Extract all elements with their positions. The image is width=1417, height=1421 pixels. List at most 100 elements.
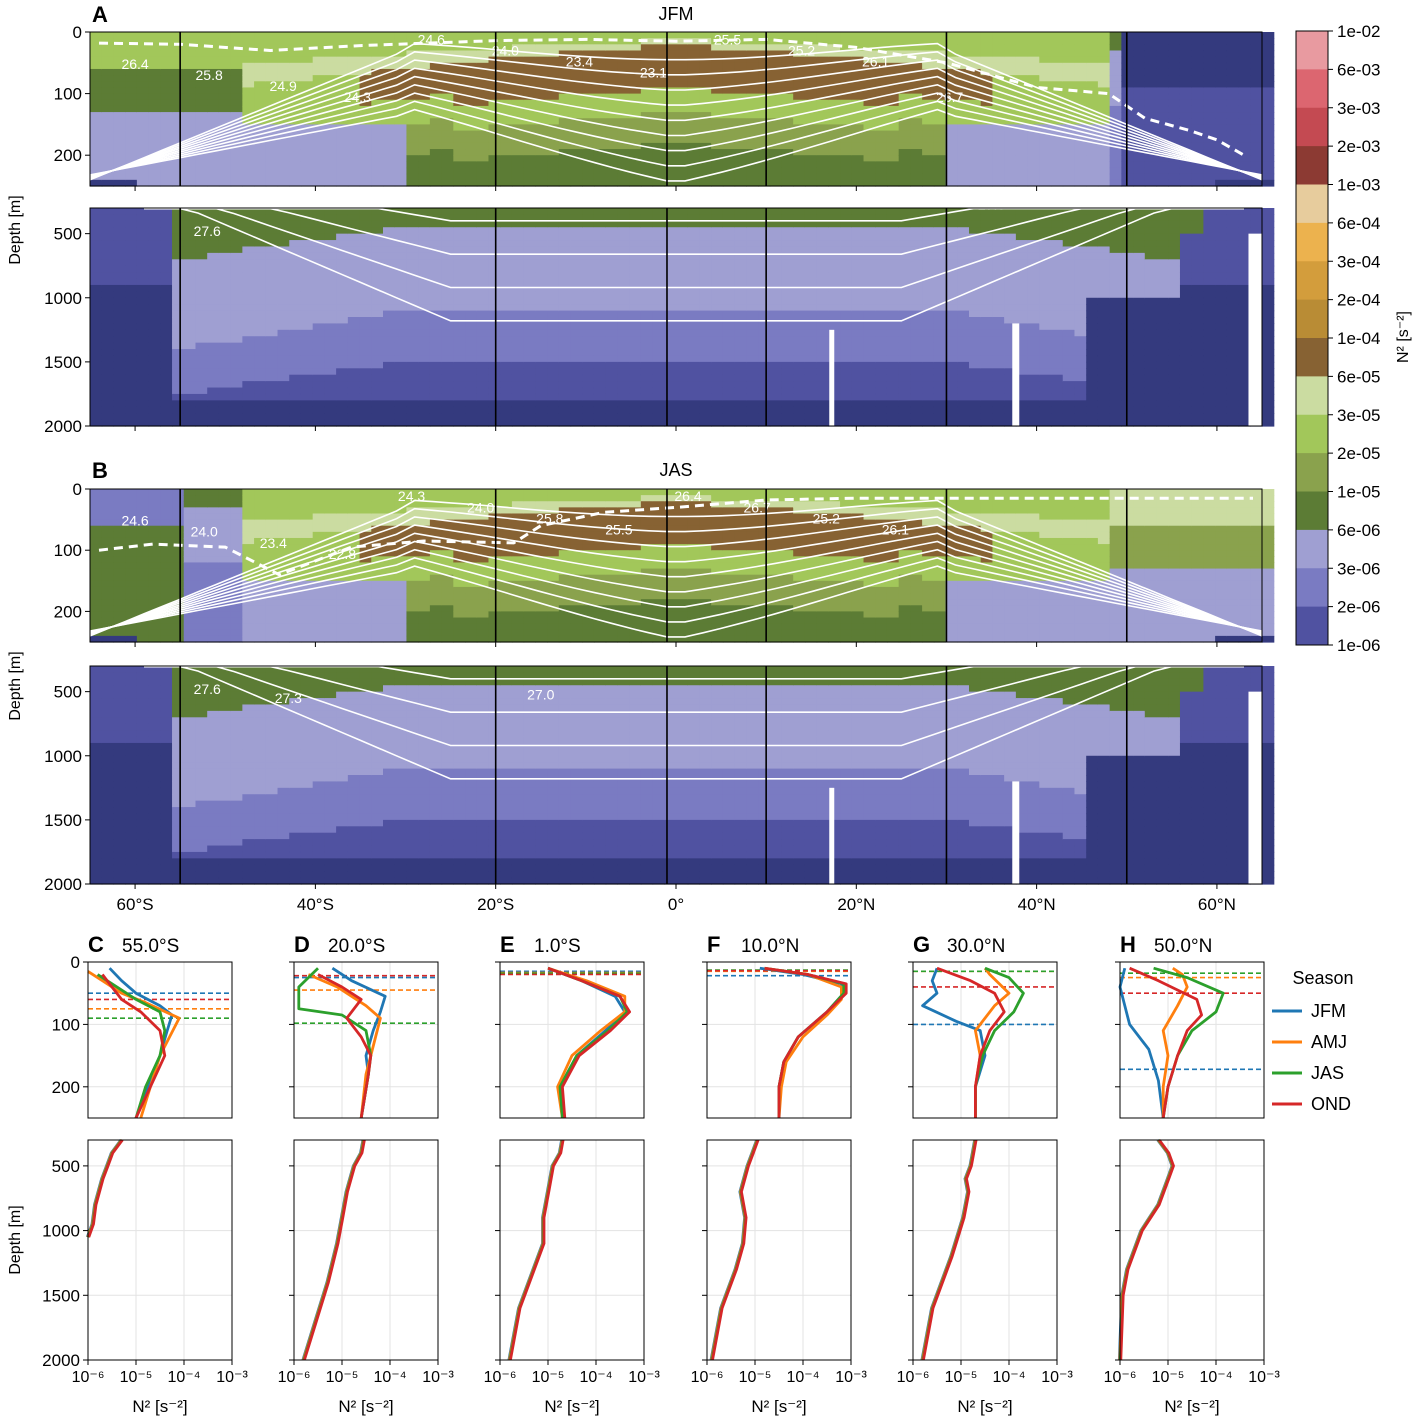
heatmap-cell <box>324 161 337 169</box>
heatmap-cell <box>265 68 279 76</box>
heatmap-cell <box>429 355 443 363</box>
heatmap-cell <box>195 329 208 337</box>
heatmap-cell <box>1086 44 1099 52</box>
heatmap-cell <box>781 173 794 181</box>
heatmap-cell <box>640 87 654 95</box>
heatmap-cell <box>535 208 548 216</box>
heatmap-cell <box>523 214 536 222</box>
heatmap-cell <box>1027 136 1040 144</box>
heatmap-cell <box>359 387 372 395</box>
heatmap-cell <box>558 393 572 401</box>
heatmap-cell <box>664 381 677 389</box>
heatmap-cell <box>277 240 290 248</box>
heatmap-cell <box>418 130 431 138</box>
heatmap-cell <box>113 233 126 241</box>
heatmap-cell <box>746 400 759 408</box>
heatmap-cell <box>488 368 501 376</box>
heatmap-cell <box>289 259 302 267</box>
heatmap-cell <box>1004 136 1017 144</box>
heatmap-cell <box>265 155 279 162</box>
heatmap-cell <box>664 75 677 82</box>
heatmap-cell <box>922 179 935 187</box>
heatmap-cell <box>500 62 513 70</box>
heatmap-cell <box>148 161 161 169</box>
heatmap-cell <box>1039 167 1052 175</box>
heatmap-cell <box>558 304 572 312</box>
heatmap-cell <box>254 259 267 267</box>
heatmap-cell <box>195 349 208 357</box>
heatmap-cell <box>254 393 267 401</box>
heatmap-cell <box>394 265 408 273</box>
heatmap-cell <box>593 387 607 395</box>
heatmap-cell <box>418 240 431 248</box>
heatmap-cell <box>265 167 279 175</box>
heatmap-cell <box>101 400 115 408</box>
heatmap-cell <box>769 136 783 144</box>
heatmap-cell <box>711 220 724 228</box>
heatmap-cell <box>500 173 513 181</box>
heatmap-cell <box>1156 167 1169 175</box>
heatmap-cell <box>523 323 536 331</box>
heatmap-cell <box>136 214 150 222</box>
heatmap-cell <box>277 259 290 267</box>
heatmap-cell <box>218 342 232 350</box>
heatmap-cell <box>535 81 548 89</box>
heatmap-cell <box>207 278 220 286</box>
heatmap-cell <box>769 374 783 382</box>
heatmap-cell <box>113 149 126 156</box>
heatmap-cell <box>629 124 642 132</box>
heatmap-cell <box>652 413 665 421</box>
heatmap-cell <box>535 387 548 395</box>
heatmap-cell <box>312 393 325 401</box>
heatmap-cell <box>207 252 220 260</box>
heatmap-cell <box>910 142 923 150</box>
heatmap-cell <box>523 278 536 286</box>
heatmap-cell <box>90 87 103 95</box>
heatmap-cell <box>160 265 173 273</box>
heatmap-cell <box>593 393 607 401</box>
heatmap-cell <box>476 246 490 254</box>
heatmap-cell <box>347 400 361 408</box>
heatmap-cell <box>980 56 994 64</box>
heatmap-cell <box>488 142 501 150</box>
heatmap-cell <box>476 240 490 248</box>
heatmap-cell <box>218 32 232 39</box>
heatmap-cell <box>476 304 490 312</box>
heatmap-cell <box>183 393 197 401</box>
heatmap-cell <box>629 149 642 156</box>
heatmap-cell <box>535 368 548 376</box>
heatmap-cell <box>230 284 243 292</box>
heatmap-cell <box>640 44 654 52</box>
contour-label: 26.7 <box>936 89 963 105</box>
heatmap-cell <box>371 68 384 76</box>
heatmap-cell <box>265 323 279 331</box>
heatmap-cell <box>851 246 865 254</box>
heatmap-cell <box>804 278 818 286</box>
heatmap-cell <box>113 381 126 389</box>
heatmap-cell <box>453 284 466 292</box>
heatmap-cell <box>523 406 536 414</box>
heatmap-cell <box>1062 136 1076 144</box>
contour-label: 25.2 <box>788 42 815 58</box>
heatmap-cell <box>664 259 677 267</box>
heatmap-cell <box>242 329 255 337</box>
heatmap-cell <box>816 173 829 181</box>
heatmap-cell <box>558 259 572 267</box>
heatmap-cell <box>511 297 525 305</box>
heatmap-cell <box>558 387 572 395</box>
heatmap-cell <box>172 124 185 132</box>
heatmap-cell <box>863 349 876 357</box>
heatmap-cell <box>230 272 243 280</box>
heatmap-cell <box>910 167 923 175</box>
heatmap-cell <box>465 252 478 260</box>
heatmap-cell <box>582 208 595 216</box>
heatmap-cell <box>101 124 115 132</box>
heatmap-cell <box>1168 38 1181 45</box>
heatmap-cell <box>793 387 806 395</box>
heatmap-cell <box>265 112 279 119</box>
heatmap-cell <box>722 374 736 382</box>
heatmap-cell <box>136 368 150 376</box>
heatmap-cell <box>1179 142 1193 150</box>
heatmap-cell <box>1097 93 1111 101</box>
heatmap-cell <box>535 297 548 305</box>
